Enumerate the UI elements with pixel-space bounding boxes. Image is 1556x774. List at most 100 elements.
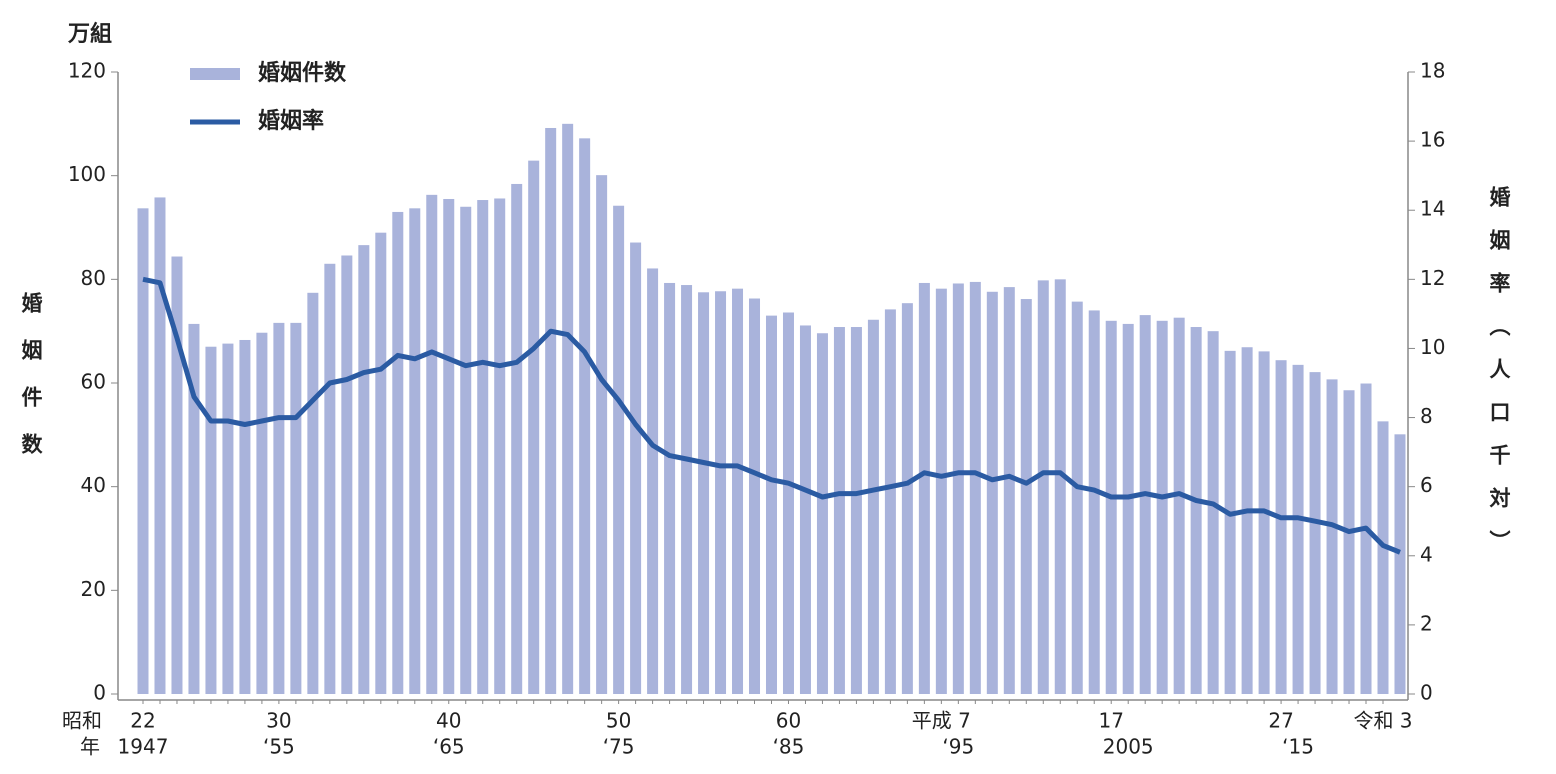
legend-swatch	[190, 68, 240, 80]
bar	[222, 343, 234, 694]
bar	[1105, 320, 1117, 694]
y2-tick-label: 16	[1420, 128, 1445, 152]
bar	[664, 282, 676, 694]
bar	[392, 211, 404, 694]
x-tick-label: 50	[606, 709, 631, 733]
bar	[799, 325, 811, 694]
bar	[1088, 310, 1100, 694]
bar	[154, 197, 166, 695]
y-unit: 万組	[67, 21, 112, 47]
x-tick-label-year: ‘95	[942, 735, 974, 759]
bar	[1309, 372, 1321, 694]
bar	[426, 194, 438, 694]
y-tick-label: 20	[81, 577, 106, 601]
bar	[969, 281, 981, 694]
bar	[1377, 421, 1389, 694]
bar	[749, 298, 761, 694]
x-tick-label: 60	[776, 709, 801, 733]
y2-tick-label: 4	[1420, 542, 1433, 566]
y2-tick-label: 8	[1420, 404, 1433, 428]
era-label: 昭和	[62, 709, 102, 733]
y-axis-label: 婚姻件数	[19, 292, 43, 480]
bar	[341, 255, 353, 695]
x-tick-label: 22	[130, 709, 155, 733]
bar	[698, 292, 710, 694]
y2-axis-label: 婚姻率（人口千対）	[1487, 186, 1511, 573]
bar	[290, 322, 302, 694]
x-tick-label: 27	[1268, 709, 1293, 733]
bar	[375, 232, 387, 694]
bar	[935, 288, 947, 694]
bar	[986, 291, 998, 694]
x-tick-label: 平成 7	[912, 709, 971, 733]
x-tick-label-year: 2005	[1103, 735, 1154, 759]
bar	[256, 332, 268, 694]
bar	[918, 282, 930, 694]
y-tick-label: 120	[68, 59, 106, 83]
bar	[884, 309, 896, 694]
line	[142, 276, 1401, 555]
x-tick-label-year: ‘15	[1282, 735, 1314, 759]
bar	[188, 323, 200, 694]
y-tick-label: 80	[81, 266, 106, 290]
bar	[715, 291, 727, 694]
x-tick-label: 40	[436, 709, 461, 733]
bar	[1224, 350, 1236, 694]
bar	[460, 206, 472, 694]
bar	[850, 327, 862, 694]
bar	[1190, 327, 1202, 694]
bar	[307, 292, 319, 694]
bar	[630, 242, 642, 694]
y2-tick-label: 14	[1420, 197, 1445, 221]
bar	[1020, 299, 1032, 694]
x-tick-label: 令和 3	[1353, 709, 1412, 733]
bar	[1071, 301, 1083, 694]
bar	[1122, 323, 1134, 694]
bar	[511, 183, 523, 694]
bar	[358, 245, 370, 694]
bar	[1054, 279, 1066, 694]
bar	[494, 198, 506, 694]
bar	[528, 160, 540, 694]
legend-label: 婚姻件数	[258, 60, 347, 86]
bar	[1343, 390, 1355, 694]
bar	[1156, 320, 1168, 694]
bar	[205, 346, 217, 694]
bar	[867, 319, 879, 694]
x-tick-label: 30	[266, 709, 291, 733]
bar	[171, 256, 183, 694]
bar	[324, 263, 336, 694]
bar	[562, 123, 574, 695]
bar	[545, 127, 557, 695]
bar	[1139, 315, 1151, 694]
y-tick-label: 100	[68, 162, 106, 186]
bar	[409, 208, 421, 695]
year-label: 年	[80, 735, 100, 759]
y2-tick-label: 12	[1420, 266, 1445, 290]
bar	[1173, 317, 1185, 694]
bar	[732, 288, 744, 694]
bar	[1326, 379, 1338, 694]
bar	[1241, 347, 1253, 694]
y-tick-label: 0	[93, 681, 106, 705]
bar	[1003, 287, 1015, 694]
bar	[647, 268, 659, 694]
legend-label: 婚姻率	[258, 108, 324, 134]
bar	[443, 198, 455, 694]
bar	[765, 315, 777, 694]
x-tick-label-year: ‘55	[263, 735, 295, 759]
bar	[833, 327, 845, 694]
bar	[1275, 360, 1287, 694]
x-tick-label-year: ‘65	[433, 735, 465, 759]
bar	[1037, 280, 1049, 694]
bar	[273, 322, 285, 694]
bar	[596, 175, 608, 695]
bar	[816, 333, 828, 694]
bar	[782, 312, 794, 694]
bar	[1360, 383, 1372, 694]
x-tick-label-year: ‘75	[603, 735, 635, 759]
bar	[1292, 364, 1304, 694]
y2-tick-label: 2	[1420, 611, 1433, 635]
